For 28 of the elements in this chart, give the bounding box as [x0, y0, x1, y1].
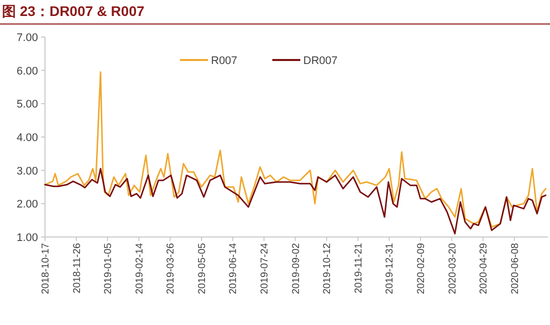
x-tick-label: 2020-02-09 [416, 242, 427, 294]
x-tick-label: 2020-04-29 [478, 242, 490, 294]
x-tick-label: 2018-10-17 [40, 242, 52, 294]
line-series [44, 168, 546, 234]
y-tick-label: 6.00 [16, 65, 38, 78]
x-tick-label: 2019-12-31 [384, 242, 396, 294]
x-tick-label: 2019-03-26 [166, 242, 177, 294]
x-tick-label: 2019-11-21 [353, 242, 364, 294]
x-tick-label: 2019-09-02 [290, 242, 302, 294]
x-tick-label: 2019-01-05 [103, 242, 114, 294]
x-tick-label: 2019-07-24 [260, 242, 271, 294]
y-tick-label: 1.00 [16, 232, 38, 244]
y-tick-label: 5.00 [16, 98, 38, 111]
y-tick-label: 4.00 [16, 132, 38, 144]
y-tick-label: 2.00 [16, 198, 38, 211]
line-series [44, 71, 546, 228]
x-tick-label: 2018-11-26 [72, 242, 83, 294]
x-tick-label: 2019-02-14 [134, 242, 146, 294]
chart-title: 图 23：DR007 & R007 [2, 3, 145, 19]
x-tick-label: 2020-06-08 [510, 242, 521, 294]
x-tick-label: 2020-03-20 [447, 242, 458, 294]
y-tick-label: 3.00 [16, 165, 38, 178]
legend-label: DR007 [303, 55, 338, 67]
y-tick-label: 7.00 [16, 32, 38, 44]
x-tick-label: 2019-10-12 [322, 242, 334, 294]
legend-label: R007 [211, 55, 238, 67]
x-tick-label: 2019-06-14 [228, 242, 240, 294]
x-tick-label: 2019-05-05 [196, 242, 208, 294]
